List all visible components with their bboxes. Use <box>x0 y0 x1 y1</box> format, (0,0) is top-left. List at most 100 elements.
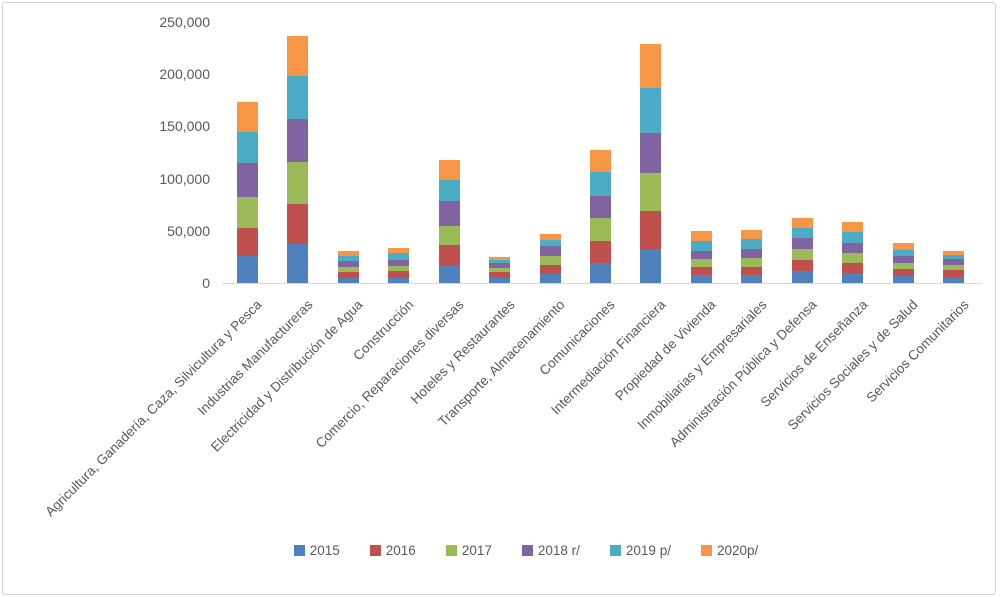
legend-label: 2020p/ <box>716 542 759 558</box>
bar-segment <box>337 266 359 273</box>
bar-segment <box>438 264 460 283</box>
bar-segment <box>438 160 460 181</box>
bar-segment <box>690 250 712 259</box>
legend: 2015 2016 2017 2018 r/2019 p/2020p/ <box>26 540 1000 560</box>
legend-swatch-icon <box>369 544 381 556</box>
bar-segment <box>589 262 611 283</box>
bar-segment <box>489 262 511 268</box>
bar-segment <box>892 242 914 250</box>
y-axis-tick-label: 100,000 <box>159 170 210 187</box>
legend-item: 2018 r/ <box>521 543 580 558</box>
bar-segment <box>337 261 359 267</box>
legend-item: 2017 <box>445 543 492 558</box>
bar-segment <box>236 228 258 257</box>
y-axis-tick-label: 200,000 <box>159 66 210 83</box>
legend-swatch-icon <box>293 544 305 556</box>
bar-segment <box>589 217 611 242</box>
legend-swatch-icon <box>445 544 457 556</box>
bar-segment <box>489 267 511 273</box>
bar-segment <box>489 277 511 283</box>
bar-segment <box>741 266 763 275</box>
bar-segment <box>943 250 965 255</box>
bar-segment <box>489 259 511 263</box>
y-axis-tick-label: 0 <box>202 275 210 291</box>
bar-segment <box>539 255 561 265</box>
legend-swatch-icon <box>700 544 712 556</box>
bar-segment <box>892 256 914 264</box>
bar-segment <box>640 132 662 173</box>
bar-segment <box>943 254 965 259</box>
bar-segment <box>388 259 410 266</box>
bar-segment <box>842 253 864 264</box>
bar-segment <box>287 203 309 245</box>
bar-segment <box>236 197 258 229</box>
legend-item: 2015 <box>293 543 340 558</box>
y-axis-tick-label: 250,000 <box>159 14 210 30</box>
bar-segment <box>892 268 914 276</box>
bar-segment <box>842 272 864 283</box>
bar-segment <box>690 230 712 241</box>
bar-segment <box>236 256 258 283</box>
bar-segment <box>640 87 662 133</box>
bar-segment <box>842 243 864 254</box>
bar-segment <box>539 234 561 240</box>
bar-segment <box>741 258 763 267</box>
bar-segment <box>236 101 258 132</box>
bar-segment <box>791 249 813 261</box>
bar-segment <box>640 43 662 88</box>
bar-segment <box>438 226 460 245</box>
bar-segment <box>287 244 309 283</box>
bar-segment <box>589 149 611 173</box>
bar-segment <box>539 264 561 275</box>
bar-segment <box>388 265 410 271</box>
bar-segment <box>690 275 712 283</box>
bar-segment <box>489 257 511 260</box>
bar-segment <box>287 161 309 204</box>
bar-segment <box>791 238 813 250</box>
bar-segment <box>741 230 763 240</box>
legend-swatch-icon <box>609 544 621 556</box>
bar-segment <box>287 119 309 162</box>
bar-segment <box>791 227 813 239</box>
bar-segment <box>892 249 914 257</box>
x-axis-category-label: Servicios Sociales y de Salud <box>784 297 921 433</box>
bar-segment <box>741 274 763 283</box>
bar-segment <box>539 274 561 283</box>
bar-segment <box>640 211 662 249</box>
bar-segment <box>388 252 410 260</box>
bar-segment <box>842 263 864 273</box>
bar-segment <box>943 277 965 283</box>
bar-segment <box>892 263 914 269</box>
bar-segment <box>337 272 359 278</box>
bar-segment <box>438 201 460 227</box>
bar-segment <box>741 248 763 259</box>
x-axis-category-label: Servicios Comunitarios <box>862 297 972 406</box>
bar-segment <box>640 172 662 212</box>
bar-segment <box>791 217 813 228</box>
bar-segment <box>589 196 611 218</box>
y-axis-tick-label: 150,000 <box>159 118 210 135</box>
bar-segment <box>943 264 965 271</box>
bar-segment <box>236 162 258 198</box>
x-axis-line <box>222 283 982 284</box>
bar-segment <box>438 244 460 265</box>
bar-segment <box>842 232 864 244</box>
bar-segment <box>791 260 813 271</box>
bar-segment <box>489 272 511 278</box>
bar-segment <box>236 131 258 163</box>
bar-segment <box>892 275 914 283</box>
bar-segment <box>337 277 359 283</box>
bar-segment <box>539 239 561 246</box>
bar-segment <box>287 76 309 120</box>
bar-segment <box>690 266 712 276</box>
bar-segment <box>690 258 712 267</box>
bar-segment <box>388 270 410 278</box>
legend-swatch-icon <box>521 544 533 556</box>
bar-segment <box>438 180 460 202</box>
bar-segment <box>690 240 712 251</box>
bar-segment <box>388 277 410 283</box>
bar-segment <box>337 250 359 256</box>
bar-segment <box>741 239 763 249</box>
legend-label: 2016 <box>385 542 416 558</box>
